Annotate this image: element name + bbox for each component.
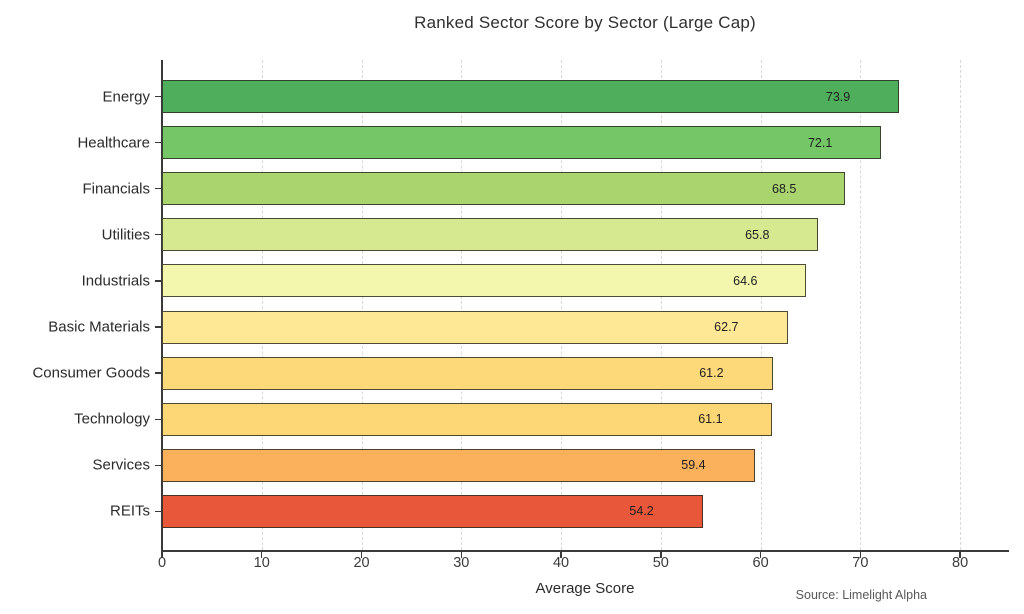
x-tick-mark-70 (859, 552, 862, 558)
gridline-x-60 (760, 60, 762, 550)
x-tick-mark-50 (660, 552, 662, 558)
gridline-x-70 (860, 60, 862, 550)
bar-industrials: 64.6 (162, 264, 807, 298)
gridline-x-50 (660, 60, 662, 550)
chart-title: Ranked Sector Score by Sector (Large Cap… (414, 13, 756, 32)
bar-value-label-industrials: 64.6 (733, 273, 758, 288)
x-tick-mark-30 (460, 552, 462, 558)
bar-value-label-consumer-goods: 61.2 (699, 366, 724, 381)
x-tick-label-80: 80 (952, 555, 969, 571)
x-axis-spine (161, 550, 1009, 552)
y-tick-mark-financials (155, 188, 162, 190)
x-tick-label-10: 10 (253, 555, 270, 571)
y-axis-spine (161, 60, 163, 552)
y-tick-mark-basic-materials (155, 326, 162, 328)
x-tick-label-20: 20 (353, 555, 370, 571)
x-tick-mark-40 (560, 552, 562, 558)
x-tick-mark-0 (161, 552, 163, 558)
x-tick-mark-10 (261, 552, 263, 558)
bar-consumer-goods: 61.2 (162, 356, 773, 390)
bar-value-label-services: 59.4 (681, 458, 706, 473)
y-tick-label-technology: Technology (74, 410, 150, 428)
y-tick-label-healthcare: Healthcare (77, 134, 150, 152)
y-tick-label-basic-materials: Basic Materials (48, 318, 150, 336)
x-tick-mark-60 (759, 552, 762, 558)
bar-services: 59.4 (162, 448, 755, 482)
bar-value-label-utilities: 65.8 (745, 227, 770, 242)
y-tick-label-industrials: Industrials (81, 272, 150, 290)
bar-value-label-energy: 73.9 (825, 89, 851, 104)
bar-value-label-basic-materials: 62.7 (714, 320, 739, 334)
bar-value-label-healthcare: 72.1 (807, 135, 833, 150)
x-tick-label-40: 40 (552, 555, 570, 571)
gridline-x-80 (960, 60, 962, 550)
plot-area: 0 10 20 30 40 50 60 70 80 73.9 Energy 72.1 Healthcar… (32, 60, 1009, 571)
gridline-x-40 (561, 60, 563, 550)
bar-basic-materials: 62.7 (162, 310, 788, 344)
y-tick-mark-healthcare (155, 141, 162, 144)
y-tick-mark-technology (155, 418, 162, 420)
y-tick-label-reits: REITs (109, 502, 150, 520)
bar-energy: 73.9 (162, 80, 900, 113)
y-tick-mark-industrials (155, 280, 162, 282)
y-tick-mark-energy (155, 95, 162, 98)
y-tick-mark-consumer-goods (155, 372, 162, 374)
bar-technology: 61.1 (162, 402, 772, 436)
y-tick-mark-utilities (155, 234, 162, 236)
bar-utilities: 65.8 (162, 218, 819, 252)
bar-reits: 54.2 (162, 494, 703, 528)
x-tick-label-60: 60 (752, 555, 769, 571)
bar-value-label-financials: 68.5 (772, 181, 797, 196)
x-tick-label-70: 70 (852, 555, 869, 571)
x-axis-label: Average Score (535, 580, 635, 597)
x-tick-mark-80 (959, 552, 961, 558)
source-note: Source: Limelight Alpha (795, 588, 927, 602)
y-tick-label-financials: Financials (82, 180, 150, 198)
y-tick-label-consumer-goods: Consumer Goods (32, 364, 150, 382)
gridline-x-20 (361, 60, 363, 550)
x-tick-mark-20 (360, 552, 363, 558)
bar-healthcare: 72.1 (162, 126, 882, 160)
gridline-x-10 (261, 60, 263, 550)
bar-value-label-reits: 54.2 (629, 504, 654, 519)
y-tick-mark-services (155, 464, 162, 466)
y-tick-label-services: Services (92, 456, 150, 474)
bar-value-label-technology: 61.1 (698, 412, 723, 427)
gridline-x-30 (461, 60, 463, 550)
x-tick-label-0: 0 (157, 555, 167, 571)
y-tick-mark-reits (155, 510, 162, 513)
x-tick-label-30: 30 (453, 555, 470, 571)
bar-financials: 68.5 (162, 172, 846, 206)
x-tick-label-50: 50 (652, 555, 669, 571)
y-tick-label-energy: Energy (102, 88, 150, 105)
y-tick-label-utilities: Utilities (101, 226, 150, 244)
